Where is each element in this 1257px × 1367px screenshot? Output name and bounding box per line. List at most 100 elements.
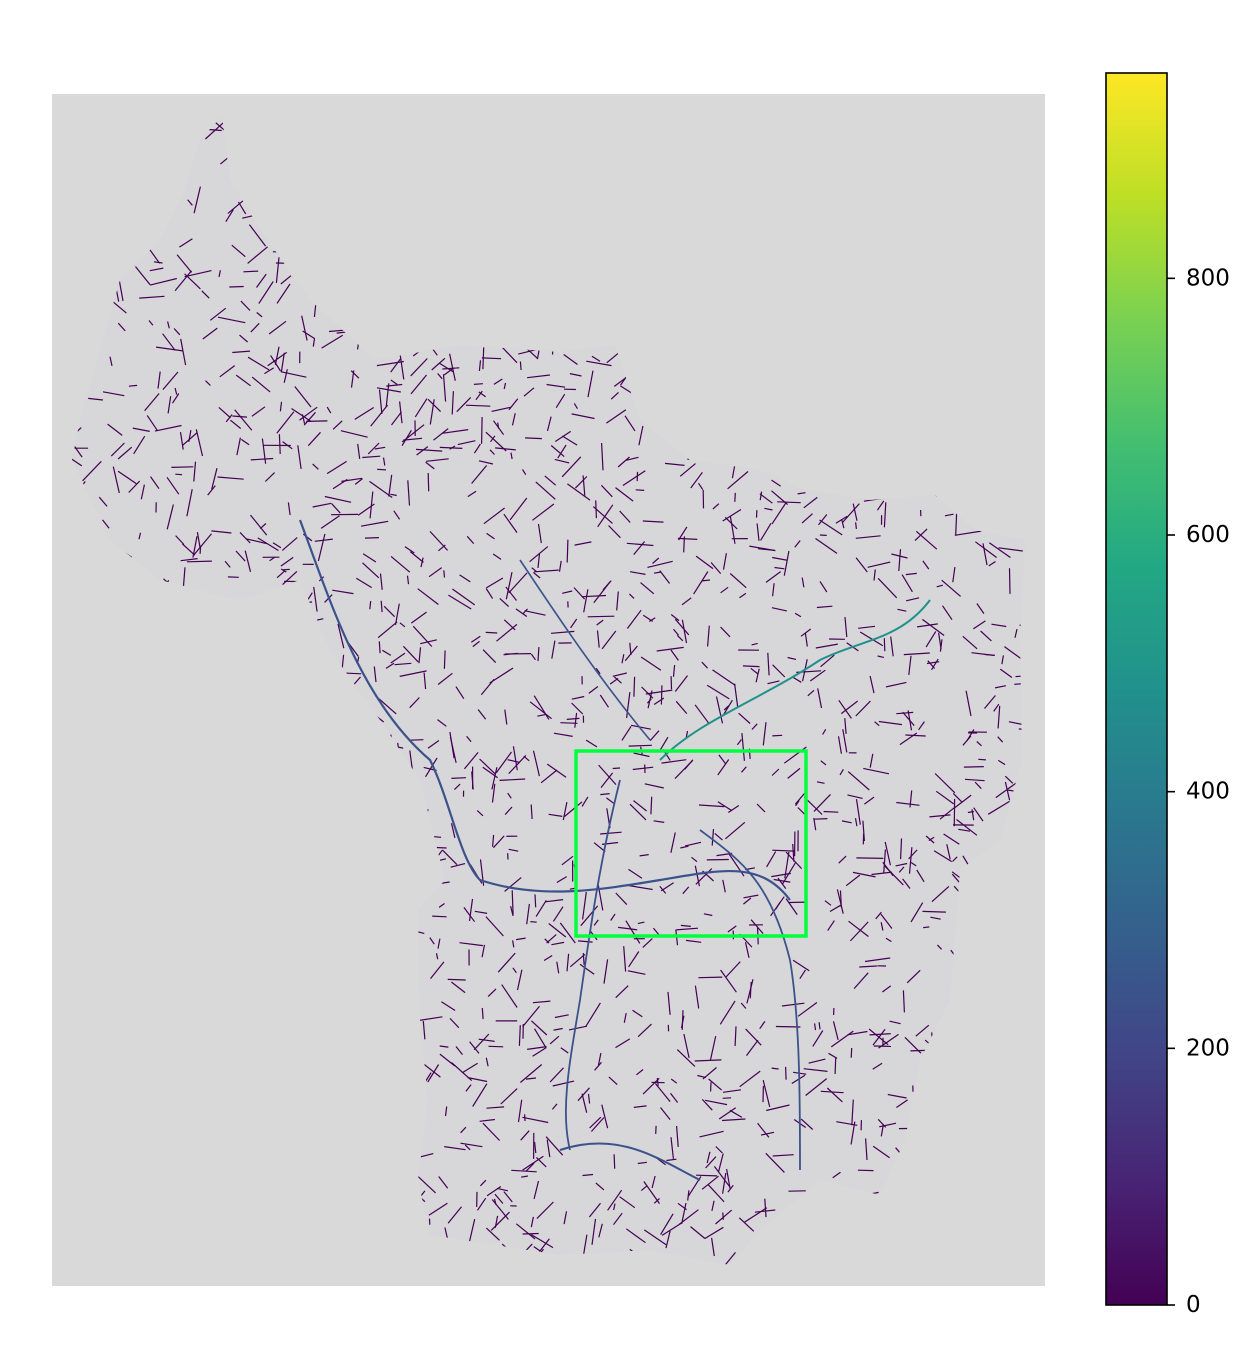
street-segment [878, 720, 903, 726]
street-segment [229, 285, 244, 288]
street-segment [525, 1077, 537, 1080]
street-segment [570, 618, 578, 629]
street-segment [772, 583, 775, 597]
street-segment [477, 709, 487, 720]
street-segment [596, 630, 600, 648]
street-segment [431, 357, 446, 371]
street-segment [88, 397, 103, 401]
street-segment [765, 571, 781, 583]
street-segment [704, 1226, 724, 1240]
street-segment [1008, 568, 1011, 594]
street-segment [637, 1161, 647, 1165]
street-segment [717, 1153, 724, 1173]
major-road [559, 1142, 701, 1181]
street-segment [621, 654, 625, 664]
street-segment [224, 560, 231, 568]
street-segment [824, 900, 832, 906]
street-segment [666, 1158, 677, 1162]
street-segment [463, 752, 479, 770]
street-segment [360, 520, 389, 527]
street-segment [357, 503, 375, 516]
street-segment [582, 1173, 594, 1177]
street-segment [390, 555, 411, 573]
street-segment [973, 807, 984, 822]
street-segment [236, 437, 241, 456]
street-segment [676, 634, 684, 642]
street-segment [925, 631, 937, 648]
major-road [298, 519, 481, 881]
street-segment [494, 1215, 499, 1228]
street-segment [749, 545, 776, 552]
street-segment [537, 553, 541, 568]
street-segment [690, 1226, 706, 1239]
street-segment [244, 550, 252, 573]
highlight-box[interactable] [574, 749, 808, 938]
street-segment [491, 783, 496, 803]
street-segment [561, 456, 582, 478]
street-segment [597, 1052, 602, 1066]
street-segment [718, 754, 727, 765]
street-segment [235, 550, 246, 562]
street-segment [459, 942, 483, 947]
street-segment [953, 794, 972, 809]
street-segment [903, 652, 930, 656]
street-segment [302, 330, 316, 340]
street-segment [741, 766, 747, 773]
street-segment [166, 476, 180, 495]
street-segment [694, 985, 700, 1009]
major-road [659, 599, 931, 761]
street-segment [601, 442, 604, 471]
street-segment [369, 601, 372, 610]
street-segment [150, 277, 177, 286]
street-segment [615, 985, 629, 999]
street-segment [433, 428, 449, 441]
street-segment [615, 892, 628, 906]
street-segment [546, 383, 566, 388]
street-segment [467, 490, 477, 498]
street-segment [882, 985, 892, 993]
street-segment [587, 1093, 591, 1104]
street-segment [367, 442, 380, 455]
street-segment [676, 1125, 679, 1147]
street-segment [149, 267, 164, 272]
street-segment [176, 254, 193, 273]
street-segment [653, 820, 665, 823]
street-segment [450, 823, 456, 839]
street-segment [479, 1118, 495, 1122]
street-segment [566, 953, 570, 972]
street-segment [964, 778, 985, 782]
street-segment [245, 538, 267, 545]
street-segment [801, 577, 805, 588]
street-segment [373, 666, 377, 683]
street-segment [307, 592, 313, 601]
street-segment [841, 503, 860, 524]
street-segment [877, 655, 885, 658]
street-segment [855, 557, 868, 573]
street-segment [483, 507, 505, 525]
street-segment [385, 383, 390, 407]
street-segment [1004, 781, 1011, 801]
street-segment [532, 503, 555, 521]
street-segment [534, 569, 559, 573]
street-segment [162, 371, 179, 390]
street-segment [797, 1002, 818, 1017]
street-segment [962, 635, 978, 650]
street-segment [765, 1152, 785, 1173]
street-segment [838, 699, 852, 719]
street-segment [595, 500, 597, 519]
street-segment [632, 1009, 643, 1018]
street-segment [582, 953, 585, 965]
street-segment [840, 700, 859, 715]
street-segment [680, 845, 689, 849]
street-segment [291, 407, 312, 423]
street-segment [534, 894, 537, 908]
street-segment [722, 1172, 727, 1194]
street-segment [797, 492, 806, 495]
street-segment [537, 647, 540, 662]
street-segment [533, 695, 550, 720]
street-segment [478, 1038, 495, 1042]
street-segment [809, 669, 826, 682]
street-segment [648, 617, 656, 623]
street-segment [626, 692, 631, 719]
street-segment [771, 768, 780, 776]
